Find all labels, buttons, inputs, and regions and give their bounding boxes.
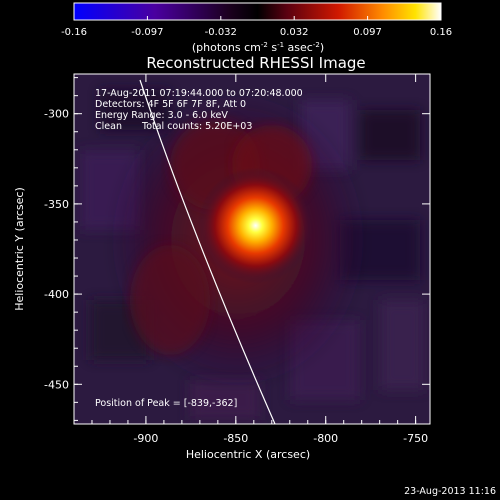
colorbar-tick-label: 0.16: [430, 27, 452, 38]
x-axis: -900 -850 -800 -750: [91, 74, 428, 445]
info-energy: Energy Range: 3.0 - 6.0 keV: [95, 110, 228, 121]
footer-date: 23-Aug-2013 11:16: [404, 486, 496, 497]
y-tick-label: -300: [44, 108, 69, 121]
y-tick-label: -450: [44, 378, 69, 391]
colorbar-tick-label: 0.032: [280, 27, 309, 38]
x-tick-label: -900: [133, 432, 158, 445]
x-tick-label: -850: [223, 432, 248, 445]
plot-frame: [73, 73, 431, 425]
y-tick-label: -350: [44, 198, 69, 211]
colorbar: [73, 2, 442, 21]
colorbar-tick-label: -0.16: [61, 27, 87, 38]
colorbar-tick-label: -0.032: [205, 27, 237, 38]
info-block: 17-Aug-2011 07:19:44.000 to 07:20:48.000…: [95, 88, 303, 132]
colorbar-tick-label: 0.097: [353, 27, 382, 38]
peak-position: Position of Peak = [-839,-362]: [95, 398, 237, 409]
y-axis-label: Heliocentric Y (arcsec): [13, 187, 26, 311]
x-tick-label: -750: [403, 432, 428, 445]
x-tick-label: -800: [313, 432, 338, 445]
info-time-range: 17-Aug-2011 07:19:44.000 to 07:20:48.000: [95, 88, 303, 99]
plot-title: Reconstructed RHESSI Image: [146, 54, 365, 72]
info-clean: Clean: [95, 121, 122, 132]
x-axis-label: Heliocentric X (arcsec): [186, 448, 310, 461]
colorbar-ticks: -0.16 -0.097 -0.032 0.032 0.097 0.16: [61, 16, 452, 38]
colorbar-unit-label: (photons cm-2 s-1 asec-2): [192, 41, 324, 54]
y-axis: -300 -350 -400 -450: [44, 77, 430, 421]
rhessi-image: [74, 74, 430, 424]
info-detectors: Detectors: 4F 5F 6F 7F 8F, Att 0: [95, 99, 246, 110]
flare-source: [197, 167, 314, 284]
colorbar-tick-label: -0.097: [131, 27, 163, 38]
y-tick-label: -400: [44, 288, 69, 301]
info-counts: Total counts: 5.20E+03: [141, 121, 252, 132]
solar-limb: [139, 79, 276, 424]
